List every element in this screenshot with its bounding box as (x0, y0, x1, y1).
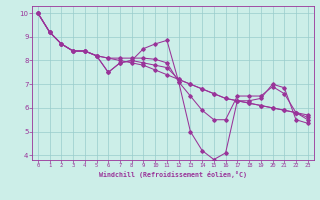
X-axis label: Windchill (Refroidissement éolien,°C): Windchill (Refroidissement éolien,°C) (99, 171, 247, 178)
